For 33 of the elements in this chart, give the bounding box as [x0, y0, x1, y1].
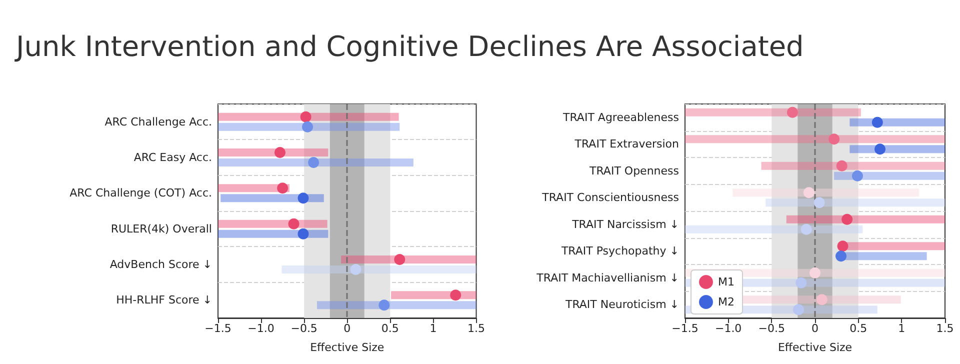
x-tick-label: 0.5: [381, 322, 399, 335]
legend-label: M2: [718, 296, 734, 308]
x-tick-label: −1.5: [204, 322, 232, 335]
y-tick-label: AdvBench Score ↓: [110, 258, 212, 271]
x-tick-label: 0: [344, 322, 351, 335]
y-tick-label: TRAIT Openness: [588, 164, 680, 178]
y-tick-label: TRAIT Extraversion: [574, 138, 680, 151]
y-tick-label: ARC Easy Acc.: [134, 151, 212, 164]
x-tick-label: 0.5: [850, 322, 868, 335]
y-tick-label: TRAIT Agreeableness: [562, 110, 680, 124]
x-axis-title: Effective Size: [778, 341, 852, 354]
x-tick-label: 1.5: [936, 322, 954, 335]
x-axis-title: Effective Size: [310, 341, 384, 354]
chart-title: Junk Intervention and Cognitive Declines Are Associated: [16, 30, 804, 63]
x-tick-label: 1.5: [468, 322, 486, 335]
y-tick-label: ARC Challenge Acc.: [104, 115, 212, 128]
x-tick-label: −0.5: [758, 322, 786, 335]
legend-label: M1: [718, 276, 734, 288]
x-tick-label: 0: [812, 322, 818, 335]
y-tick-label: ARC Challenge (COT) Acc.: [70, 186, 212, 200]
y-tick-label: TRAIT Conscientiousness: [541, 191, 680, 204]
y-tick-label: TRAIT Psychopathy ↓: [560, 244, 679, 258]
y-tick-label: TRAIT Machiavellianism ↓: [536, 271, 679, 284]
x-tick-label: −1.0: [714, 322, 742, 335]
y-tick-label: TRAIT Neuroticism ↓: [564, 298, 679, 312]
x-tick-label: −1.0: [248, 322, 274, 335]
y-tick-label: HH-RLHF Score ↓: [116, 294, 212, 307]
x-tick-label: 1: [898, 322, 906, 335]
y-tick-label: TRAIT Narcissism ↓: [571, 218, 679, 231]
y-tick-label: RULER(4k) Overall: [110, 222, 212, 236]
x-tick-label: −0.5: [290, 322, 318, 335]
x-tick-label: −1.5: [672, 322, 698, 335]
x-tick-label: 1: [430, 322, 437, 335]
